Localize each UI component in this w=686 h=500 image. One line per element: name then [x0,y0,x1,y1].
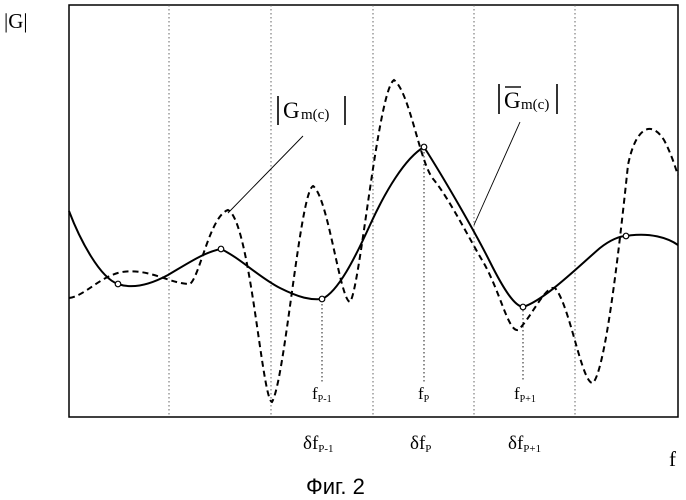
label-average-spectrum: G m(c) [499,84,557,114]
label-average-sub: m(c) [521,97,549,113]
instant-spectrum-curve [69,80,678,402]
label-instant-sub: m(c) [301,107,329,123]
curve-node [218,246,224,252]
band-label-p: δfP [410,433,431,455]
tick-f-p-1: fP-1 [312,384,332,405]
f-tick-labels: fP-1 fP fP+1 [312,384,536,405]
curve-node [319,296,325,302]
x-axis-label: f [669,447,676,471]
leader-instant [228,136,303,213]
curve-node [115,281,121,287]
curve-node [421,144,427,150]
label-instant-spectrum: G m(c) [278,96,345,125]
curve-node [623,233,629,239]
average-spectrum-curve [69,147,678,307]
curve-node [520,304,526,310]
y-axis-label: |G| [4,9,28,33]
label-average-base: G [504,88,521,113]
plot-frame [69,5,678,417]
figure-caption: Фиг. 2 [306,474,365,499]
band-label-p-1: δfP-1 [303,433,334,455]
label-instant-base: G [283,98,300,123]
band-labels: δfP-1 δfP δfP+1 [303,433,541,455]
tick-f-p+1: fP+1 [514,384,536,405]
tick-f-p: fP [418,384,430,405]
leader-average [474,122,520,225]
band-label-p+1: δfP+1 [508,433,541,455]
